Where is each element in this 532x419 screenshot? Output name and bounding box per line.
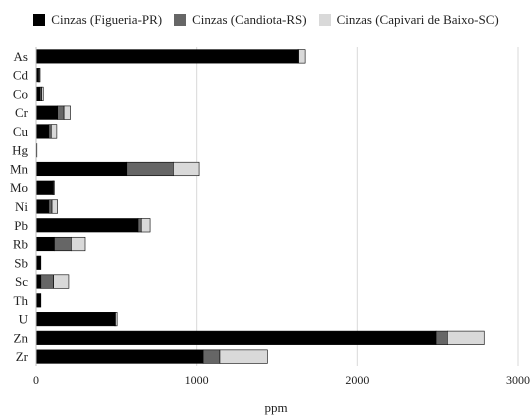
y-tick-label: Sc <box>15 274 28 289</box>
bar-segment <box>38 68 41 83</box>
bar-segment <box>35 105 58 120</box>
bar-segment <box>298 49 306 64</box>
y-tick-label: Cr <box>15 105 29 120</box>
grid-lines <box>196 47 519 366</box>
bar-segment <box>35 199 50 214</box>
bar-segment <box>53 274 70 289</box>
x-tick-label: 3000 <box>506 373 530 387</box>
bar-segment <box>435 330 448 345</box>
y-tick-label: Zn <box>14 330 29 345</box>
y-tick-label: As <box>14 49 28 64</box>
bars <box>35 49 485 364</box>
bar-segment <box>35 274 42 289</box>
y-tick-label: Rb <box>13 237 28 252</box>
bar-segment <box>35 49 299 64</box>
bar-segment <box>35 236 55 252</box>
bar-segment <box>35 312 116 327</box>
bar-segment <box>173 161 200 177</box>
legend-swatch-figueira <box>33 14 46 26</box>
bar-segment <box>48 199 53 214</box>
bar-segment <box>53 180 55 195</box>
bar-segment <box>35 161 128 177</box>
bar-segment <box>51 199 58 214</box>
axes: 0 1000 2000 3000 As Cd Co Cr Cu Hg Mn Mo Ni Pb Rb Sb Sc T… <box>10 47 530 387</box>
y-tick-label: Mn <box>10 161 29 176</box>
bar-segment <box>35 180 54 195</box>
y-tick-label: Sb <box>14 255 28 270</box>
bar-segment <box>48 124 52 139</box>
legend-label-capivari: Cinzas (Capivari de Baixo-SC) <box>336 12 499 27</box>
bar-segment <box>35 86 41 101</box>
y-tick-label: Ni <box>15 199 28 214</box>
bar-segment <box>35 349 204 364</box>
bar-segment <box>40 274 54 289</box>
y-tick-label: Zr <box>16 349 29 364</box>
bar-segment <box>54 236 72 252</box>
legend-item-figueira: Cinzas (Figueria-PR) <box>33 12 162 28</box>
y-tick-label: U <box>19 312 29 327</box>
legend-label-figueira: Cinzas (Figueria-PR) <box>51 12 163 27</box>
legend-label-candiota: Cinzas (Candiota-RS) <box>192 12 307 27</box>
bar-segment <box>219 349 268 364</box>
bar-segment <box>35 124 50 139</box>
x-axis-title: ppm <box>264 400 287 415</box>
y-tick-label: Hg <box>12 143 28 158</box>
bar-segment <box>137 218 142 233</box>
bar-segment <box>202 349 221 364</box>
bar-segment <box>50 124 58 139</box>
y-tick-label: Cu <box>13 124 29 139</box>
chart-legend: Cinzas (Figueria-PR) Cinzas (Candiota-RS… <box>0 12 532 28</box>
x-tick-label: 0 <box>33 373 39 387</box>
bar-segment <box>41 86 44 101</box>
x-tick-label: 1000 <box>185 373 209 387</box>
legend-item-capivari: Cinzas (Capivari de Baixo-SC) <box>318 12 499 28</box>
legend-item-candiota: Cinzas (Candiota-RS) <box>174 12 307 28</box>
bar-segment <box>126 161 174 177</box>
bar-segment <box>71 236 86 252</box>
bar-segment <box>57 105 65 120</box>
bar-segment <box>447 330 485 345</box>
y-tick-label: Cd <box>13 68 29 83</box>
bar-segment <box>35 218 139 233</box>
y-tick-label: Mo <box>10 180 28 195</box>
bar-segment <box>140 218 151 233</box>
y-tick-label: Co <box>13 86 28 101</box>
legend-swatch-candiota <box>174 14 187 26</box>
bar-segment <box>115 312 118 327</box>
bar-segment <box>63 105 71 120</box>
bar-segment <box>35 293 42 308</box>
bar-segment <box>35 330 437 345</box>
bar-segment <box>35 255 42 270</box>
legend-swatch-capivari <box>318 14 331 26</box>
y-tick-label: Th <box>14 293 29 308</box>
y-tick-label: Pb <box>14 218 28 233</box>
x-tick-label: 2000 <box>345 373 369 387</box>
